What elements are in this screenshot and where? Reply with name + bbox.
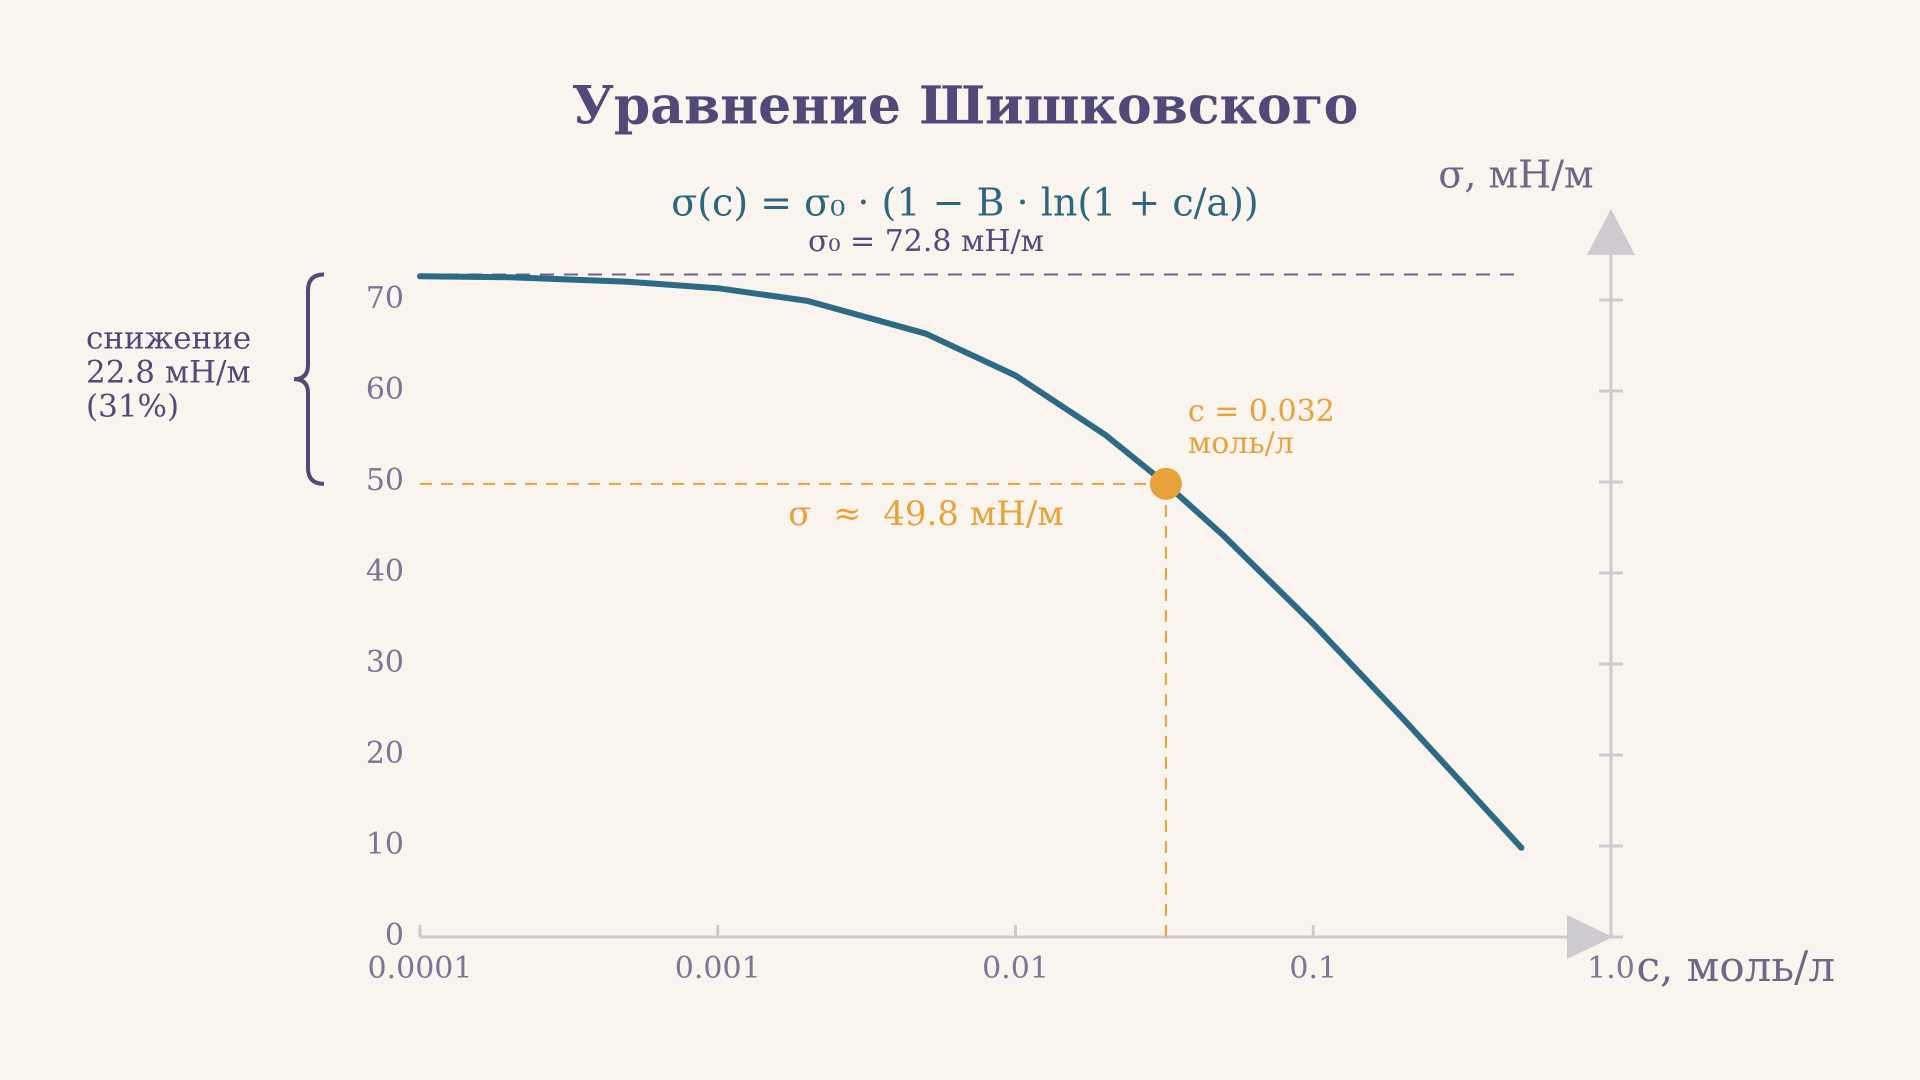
- x-tick-label: 1.0: [1587, 951, 1635, 986]
- y-tick-label: 50: [366, 463, 404, 498]
- y-tick-label: 40: [366, 554, 404, 589]
- highlight-point: [1149, 467, 1182, 500]
- x-tick-label: 0.001: [675, 951, 761, 986]
- curve: [417, 273, 1525, 851]
- drop-label: 22.8 мН/м: [86, 355, 251, 391]
- x-tick-label: 0.01: [982, 951, 1049, 986]
- highlight-label: c = 0.032: [1188, 394, 1335, 429]
- x-axis-arrow: [1567, 915, 1613, 959]
- highlight-label: моль/л: [1188, 426, 1294, 461]
- reference-label: σ₀ = 72.8 мН/м: [808, 224, 1044, 259]
- x-tick-label: 0.0001: [368, 951, 473, 986]
- chart-title: Уравнение Шишковского: [572, 76, 1359, 137]
- y-tick-label: 60: [366, 372, 404, 407]
- formula: σ(c) = σ₀ · (1 − B · ln(1 + c/a)): [671, 181, 1258, 225]
- highlight-value-label: σ ≈ 49.8 мН/м: [788, 494, 1063, 534]
- drop-brace: [293, 272, 325, 486]
- x-axis-label: c, моль/л: [1636, 942, 1835, 991]
- drop-label: (31%): [86, 389, 179, 425]
- y-tick-label: 70: [366, 281, 404, 316]
- y-tick-label: 20: [366, 736, 404, 771]
- y-tick-label: 10: [366, 827, 404, 862]
- y-axis-arrow: [1587, 209, 1635, 255]
- drop-label: снижение: [86, 321, 251, 357]
- y-tick-label: 0: [385, 918, 404, 953]
- y-tick-label: 30: [366, 645, 404, 680]
- y-axis-label: σ, мН/м: [1438, 153, 1593, 197]
- x-tick-label: 0.1: [1289, 951, 1337, 986]
